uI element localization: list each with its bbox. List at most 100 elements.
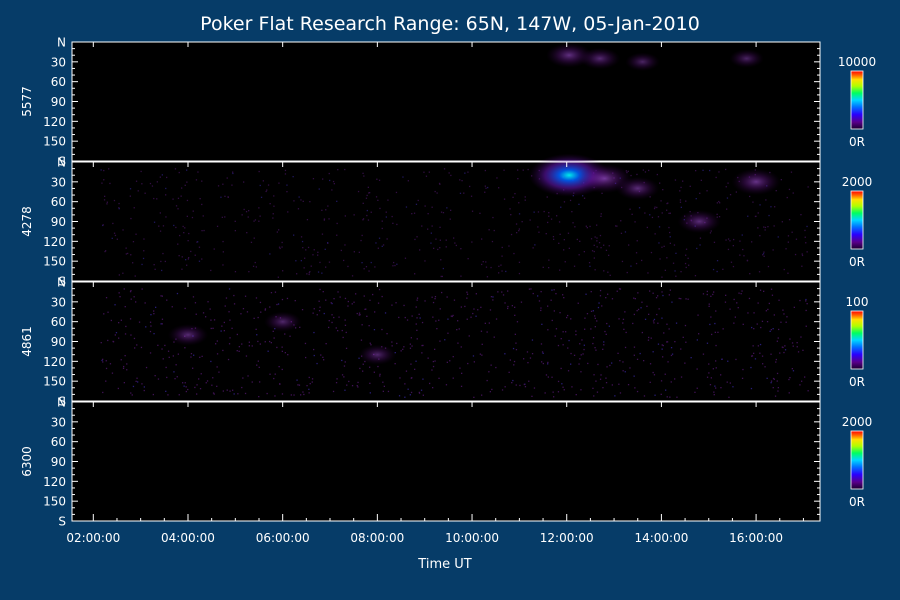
noise-speck: [346, 384, 348, 386]
noise-speck: [381, 220, 383, 222]
noise-speck: [254, 219, 257, 221]
noise-speck: [637, 308, 640, 311]
chart-title: Poker Flat Research Range: 65N, 147W, 05…: [200, 13, 700, 35]
noise-speck: [444, 339, 446, 341]
emission-mark: [677, 209, 721, 234]
noise-speck: [184, 227, 186, 229]
noise-speck: [580, 354, 582, 356]
noise-speck: [787, 235, 790, 237]
noise-speck: [519, 384, 521, 387]
noise-speck: [659, 258, 661, 260]
noise-speck: [768, 214, 770, 217]
noise-speck: [331, 321, 333, 324]
noise-speck: [355, 293, 357, 295]
noise-speck: [721, 358, 723, 360]
noise-speck: [600, 247, 602, 249]
noise-speck: [322, 291, 324, 293]
noise-speck: [564, 261, 566, 263]
noise-speck: [685, 341, 687, 343]
noise-speck: [801, 265, 803, 267]
noise-speck: [103, 169, 105, 172]
noise-speck: [298, 384, 301, 386]
noise-speck: [531, 395, 533, 397]
noise-speck: [755, 215, 757, 217]
noise-speck: [328, 320, 330, 322]
noise-speck: [599, 295, 602, 297]
noise-speck: [135, 233, 137, 235]
noise-speck: [729, 240, 731, 242]
noise-speck: [608, 325, 610, 327]
noise-speck: [584, 328, 586, 330]
noise-speck: [424, 260, 426, 262]
noise-speck: [657, 295, 659, 297]
noise-speck: [138, 321, 141, 323]
noise-speck: [253, 317, 255, 319]
noise-speck: [248, 345, 250, 347]
noise-speck: [432, 301, 435, 304]
noise-speck: [662, 356, 664, 358]
noise-speck: [113, 199, 116, 202]
noise-speck: [492, 216, 494, 219]
noise-speck: [647, 339, 650, 341]
noise-speck: [347, 305, 349, 307]
noise-speck: [419, 317, 421, 319]
noise-speck: [311, 378, 314, 380]
noise-speck: [104, 195, 106, 197]
noise-speck: [592, 337, 595, 339]
noise-speck: [561, 383, 563, 385]
noise-speck: [670, 381, 672, 383]
noise-speck: [386, 238, 388, 240]
noise-speck: [547, 363, 549, 365]
noise-speck: [192, 367, 194, 369]
noise-speck: [417, 199, 419, 202]
noise-speck: [313, 331, 315, 334]
noise-speck: [392, 222, 394, 224]
colorbar-max-label: 2000: [842, 175, 873, 189]
noise-speck: [522, 169, 524, 171]
noise-speck: [727, 360, 729, 362]
noise-speck: [331, 302, 333, 305]
noise-speck: [770, 380, 773, 382]
noise-speck: [232, 172, 234, 175]
noise-speck: [580, 389, 582, 391]
noise-speck: [153, 310, 155, 312]
noise-speck: [232, 171, 234, 173]
noise-speck: [775, 361, 777, 363]
noise-speck: [436, 328, 438, 330]
noise-speck: [449, 218, 451, 220]
noise-speck: [488, 229, 490, 231]
noise-speck: [160, 295, 162, 297]
noise-speck: [788, 392, 790, 394]
noise-speck: [304, 342, 307, 345]
noise-speck: [566, 316, 568, 319]
noise-speck: [578, 363, 580, 365]
noise-speck: [196, 384, 198, 386]
noise-speck: [186, 264, 188, 266]
noise-speck: [806, 303, 808, 305]
noise-speck: [659, 182, 661, 184]
noise-speck: [624, 371, 626, 373]
noise-speck: [323, 312, 325, 315]
noise-speck: [178, 394, 180, 396]
noise-speck: [594, 269, 596, 271]
noise-speck: [229, 319, 231, 321]
noise-speck: [257, 316, 259, 319]
noise-speck: [111, 237, 113, 239]
noise-speck: [313, 354, 315, 357]
noise-speck: [373, 371, 375, 373]
noise-speck: [653, 207, 656, 210]
noise-speck: [786, 316, 788, 318]
noise-speck: [447, 332, 449, 334]
noise-speck: [776, 340, 778, 342]
noise-speck: [759, 343, 762, 346]
noise-speck: [647, 272, 649, 274]
noise-speck: [792, 370, 795, 372]
noise-speck: [541, 323, 543, 325]
noise-speck: [666, 341, 668, 343]
noise-speck: [281, 241, 283, 244]
colorbar-max-label: 100: [846, 295, 869, 309]
noise-speck: [741, 234, 743, 236]
noise-speck: [287, 354, 289, 356]
noise-speck: [308, 376, 310, 379]
noise-speck: [381, 245, 383, 247]
